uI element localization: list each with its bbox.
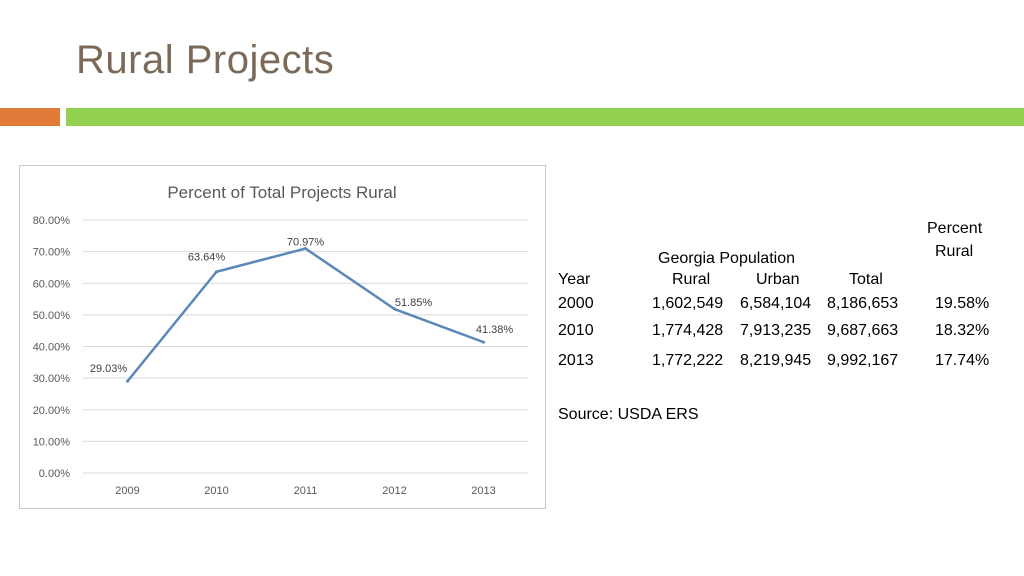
data-point [126, 379, 129, 383]
row-urban: 8,219,945 [740, 352, 812, 369]
data-label: 29.03% [90, 363, 128, 375]
row-pct: 17.74% [935, 352, 990, 369]
slide-title: Rural Projects [76, 38, 335, 82]
x-tick-label: 2012 [382, 485, 406, 497]
row-rural: 1,602,549 [652, 295, 724, 312]
chart-canvas: Percent of Total Projects Rural 0.00% 10.… [33, 183, 528, 497]
y-tick-label: 0.00% [39, 468, 70, 480]
y-tick-label: 60.00% [33, 278, 71, 290]
x-tick-label: 2013 [471, 485, 495, 497]
title-underline-bar [66, 108, 1024, 126]
y-tick-label: 30.00% [33, 373, 71, 385]
col-urban-header: Urban [756, 271, 800, 288]
source-note: Source: USDA ERS [558, 406, 699, 423]
y-tick-label: 70.00% [33, 247, 71, 259]
title-accent-bar [0, 108, 60, 126]
y-tick-label: 10.00% [33, 436, 71, 448]
y-tick-label: 80.00% [33, 215, 71, 227]
y-tick-label: 40.00% [33, 342, 71, 354]
percent-header-2: Rural [935, 243, 974, 260]
row-urban: 7,913,235 [740, 322, 812, 339]
data-label: 51.85% [395, 297, 433, 309]
data-point [482, 340, 485, 344]
row-total: 8,186,653 [827, 295, 899, 312]
row-pct: 18.32% [935, 322, 990, 339]
x-tick-label: 2010 [204, 485, 228, 497]
x-tick-label: 2009 [115, 485, 139, 497]
data-label: 70.97% [287, 237, 325, 249]
group-header: Georgia Population [658, 250, 795, 267]
percent-header-1: Percent [927, 220, 983, 237]
row-year: 2013 [558, 352, 594, 369]
x-tick-label: 2011 [294, 485, 318, 497]
row-total: 9,992,167 [827, 352, 899, 369]
col-year-header: Year [558, 271, 591, 288]
y-tick-label: 50.00% [33, 310, 71, 322]
chart-title: Percent of Total Projects Rural [167, 183, 396, 202]
data-point [393, 307, 396, 311]
col-total-header: Total [849, 271, 883, 288]
data-label: 41.38% [476, 324, 514, 336]
row-year: 2000 [558, 295, 594, 312]
line-chart: Percent of Total Projects Rural 0.00% 10.… [19, 165, 546, 509]
row-rural: 1,772,222 [652, 352, 724, 369]
row-total: 9,687,663 [827, 322, 899, 339]
row-urban: 6,584,104 [740, 295, 812, 312]
row-pct: 19.58% [935, 295, 990, 312]
y-tick-label: 20.00% [33, 405, 71, 417]
data-point [215, 270, 218, 274]
row-year: 2010 [558, 322, 594, 339]
data-point [304, 247, 307, 251]
col-rural-header: Rural [672, 271, 711, 288]
data-label: 63.64% [188, 252, 226, 264]
row-rural: 1,774,428 [652, 322, 724, 339]
